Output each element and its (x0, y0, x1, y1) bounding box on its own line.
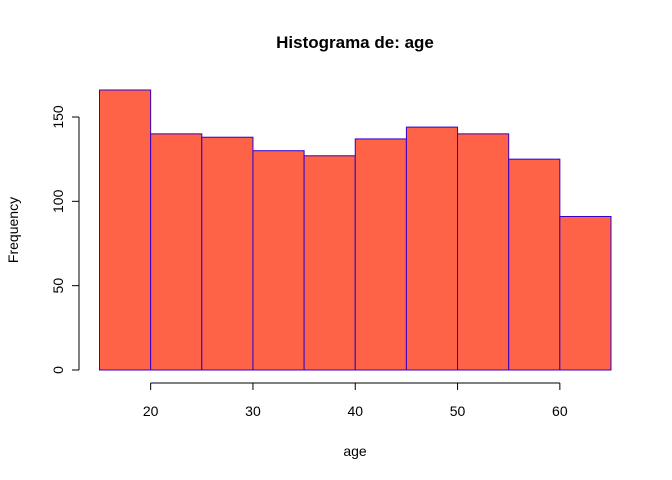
chart-title: Histograma de: age (276, 33, 434, 52)
y-axis: 0 50 100 150 (50, 105, 80, 374)
y-tick-label: 50 (50, 278, 66, 294)
histogram-bar-0 (99, 89, 152, 371)
y-tick-label: 0 (50, 366, 66, 374)
x-tick-label: 50 (450, 403, 466, 419)
bars-group (99, 89, 612, 371)
x-axis: 20 30 40 50 60 (143, 382, 568, 419)
x-tick-label: 60 (552, 403, 568, 419)
y-tick-label: 100 (50, 189, 66, 213)
histogram-bar-5 (354, 138, 407, 371)
histogram-bar-9 (559, 216, 612, 371)
histogram-bar-2 (201, 136, 254, 371)
histogram-bar-8 (508, 158, 561, 371)
histogram-bar-4 (303, 155, 356, 371)
y-tick-label: 150 (50, 105, 66, 129)
y-axis-label: Frequency (5, 197, 21, 263)
x-tick-label: 20 (143, 403, 159, 419)
x-tick-label: 30 (245, 403, 261, 419)
histogram-bar-7 (457, 133, 510, 371)
histogram-bar-3 (252, 150, 305, 371)
histogram-bar-6 (405, 126, 459, 371)
x-axis-label: age (343, 443, 367, 459)
histogram-bar-1 (150, 133, 203, 371)
x-tick-label: 40 (347, 403, 363, 419)
